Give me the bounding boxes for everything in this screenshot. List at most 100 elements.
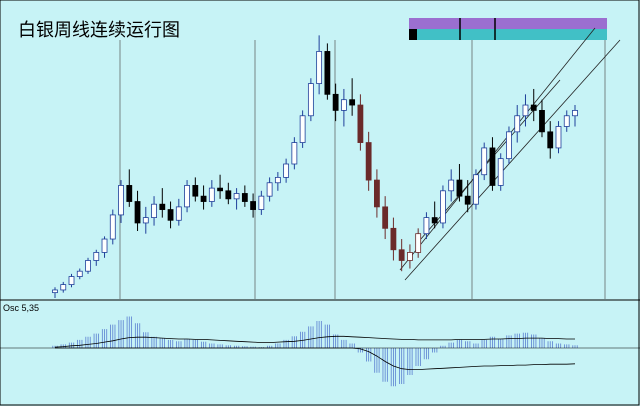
candle — [225, 182, 232, 205]
candle-body — [547, 131, 554, 149]
candle-body — [365, 142, 372, 181]
candle — [522, 94, 529, 127]
candle-body — [448, 179, 455, 192]
candle — [76, 268, 83, 280]
candle — [547, 121, 554, 159]
candle — [357, 94, 364, 151]
candle — [407, 244, 413, 269]
candle-body — [407, 252, 413, 261]
candle — [530, 88, 537, 122]
candle — [572, 105, 578, 127]
candle-body — [258, 195, 265, 210]
candle-body — [142, 217, 149, 224]
candle-body — [291, 142, 298, 165]
candle — [555, 121, 562, 154]
candle — [563, 110, 570, 132]
candle-body — [126, 185, 133, 202]
candle-body — [307, 83, 314, 117]
candle — [52, 287, 58, 298]
candle — [514, 105, 521, 143]
candle — [233, 188, 240, 210]
candle-body — [572, 110, 578, 117]
candle — [167, 201, 174, 229]
candle-body — [522, 104, 529, 117]
candlestick-series — [52, 35, 578, 298]
candle-body — [233, 193, 240, 200]
candle-body — [299, 115, 306, 143]
candle — [159, 188, 166, 218]
candle-body — [175, 206, 182, 221]
candle-body — [440, 190, 446, 224]
candle-body — [398, 249, 405, 261]
candle-body — [274, 176, 281, 184]
candle — [316, 35, 323, 95]
candle — [258, 190, 265, 215]
candle — [349, 78, 356, 116]
candle-body — [481, 147, 488, 176]
indicator-label: Osc 5,35 — [3, 303, 39, 313]
candle-body — [374, 179, 380, 208]
candle-body — [60, 284, 67, 291]
indicator-bar-top — [409, 18, 607, 29]
chart-title: 白银周线连续运行图 — [18, 20, 180, 41]
candle-body — [76, 270, 83, 277]
candle-body — [118, 185, 124, 216]
candle — [60, 281, 67, 293]
candle — [473, 169, 479, 210]
candle-body — [109, 214, 116, 240]
candle-body — [357, 104, 364, 143]
candle — [118, 180, 124, 223]
candle-body — [539, 110, 545, 133]
candle-body — [52, 289, 58, 294]
candle — [489, 137, 496, 191]
candle — [390, 217, 397, 261]
candle — [266, 177, 273, 202]
candle — [332, 83, 339, 122]
candle — [217, 174, 223, 199]
candle-body — [464, 195, 471, 205]
candle — [307, 78, 314, 122]
candle — [126, 169, 133, 207]
candle-body — [134, 201, 141, 224]
candle-body — [68, 276, 75, 285]
candle — [448, 169, 455, 202]
candle — [382, 196, 389, 240]
candle-body — [473, 174, 479, 205]
candle — [142, 206, 149, 234]
indicator-bar-bottom — [409, 29, 607, 40]
indicator-marker-left — [409, 29, 417, 40]
candle — [192, 177, 199, 202]
candle-body — [340, 99, 347, 111]
candle-body — [563, 115, 570, 127]
candle — [101, 236, 108, 258]
candle — [151, 196, 157, 226]
oscillator-signal-upper — [54, 335, 575, 348]
candle-body — [208, 187, 215, 202]
oscillator-signal-lower — [55, 347, 576, 371]
candle — [365, 131, 372, 191]
candle — [283, 158, 290, 183]
candle — [175, 198, 182, 226]
candle — [464, 180, 471, 213]
candle-body — [101, 238, 108, 253]
candle-body — [241, 193, 248, 202]
channel-line-lower — [404, 39, 621, 281]
candle-body — [225, 190, 232, 200]
candle-body — [506, 131, 512, 160]
channel-line-upper — [399, 27, 596, 271]
candle — [398, 239, 405, 272]
candle — [340, 88, 347, 127]
candle-body — [489, 147, 496, 186]
candle — [440, 185, 446, 229]
candle-body — [423, 217, 430, 235]
candle-body — [456, 179, 463, 197]
candle-body — [415, 233, 422, 253]
candle — [539, 99, 545, 138]
candle — [200, 185, 207, 210]
candle — [208, 180, 215, 207]
candle-body — [316, 51, 323, 84]
candle-body — [555, 126, 562, 149]
candle — [241, 185, 248, 207]
